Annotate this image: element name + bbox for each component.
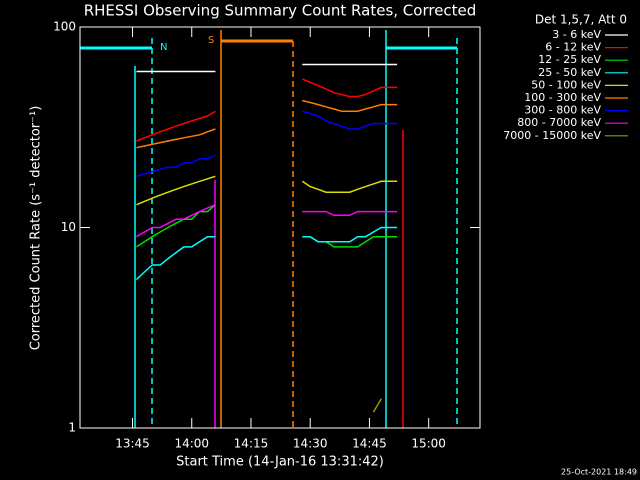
series-line — [372, 398, 382, 413]
legend-label: 12 - 25 keV — [538, 53, 601, 66]
legend-label: 25 - 50 keV — [538, 66, 601, 79]
legend-label: 800 - 7000 keV — [517, 116, 601, 129]
x-tick-label: 13:45 — [115, 437, 150, 451]
x-axis-label: Start Time (14-Jan-16 13:31:42) — [176, 455, 384, 470]
annotation: S — [208, 35, 214, 46]
legend-title: Det 1,5,7, Att 0 — [535, 13, 627, 27]
annotation: N — [160, 42, 167, 53]
footer: 25-Oct-2021 18:49 — [561, 468, 637, 477]
legend-label: 7000 - 15000 keV — [503, 129, 601, 142]
markers — [80, 30, 458, 428]
x-tick-label: 14:30 — [293, 437, 328, 451]
legend-label: 300 - 800 keV — [524, 104, 601, 117]
legend-label: 3 - 6 keV — [552, 28, 601, 41]
x-tick-label: 15:00 — [411, 437, 446, 451]
x-tick-label: 14:15 — [234, 437, 269, 451]
chart-title: RHESSI Observing Summary Count Rates, Co… — [84, 2, 477, 20]
y-tick-label: 1 — [68, 421, 76, 435]
x-tick-label: 14:45 — [352, 437, 387, 451]
series-line — [136, 110, 398, 178]
series-line — [136, 78, 398, 142]
y-tick-label: 100 — [53, 20, 76, 34]
series-line — [136, 175, 398, 206]
series-line — [136, 63, 398, 73]
legend-label: 50 - 100 keV — [531, 78, 601, 91]
x-tick-label: 14:00 — [174, 437, 209, 451]
y-tick-label: 10 — [61, 220, 76, 234]
series-line — [135, 226, 398, 281]
legend-label: 100 - 300 keV — [524, 91, 601, 104]
y-axis-label: Corrected Count Rate (s⁻¹ detector⁻¹) — [29, 106, 44, 351]
legend-label: 6 - 12 keV — [545, 41, 601, 54]
series-line — [136, 99, 398, 149]
series-line — [136, 204, 398, 238]
plot-frame — [79, 26, 481, 429]
